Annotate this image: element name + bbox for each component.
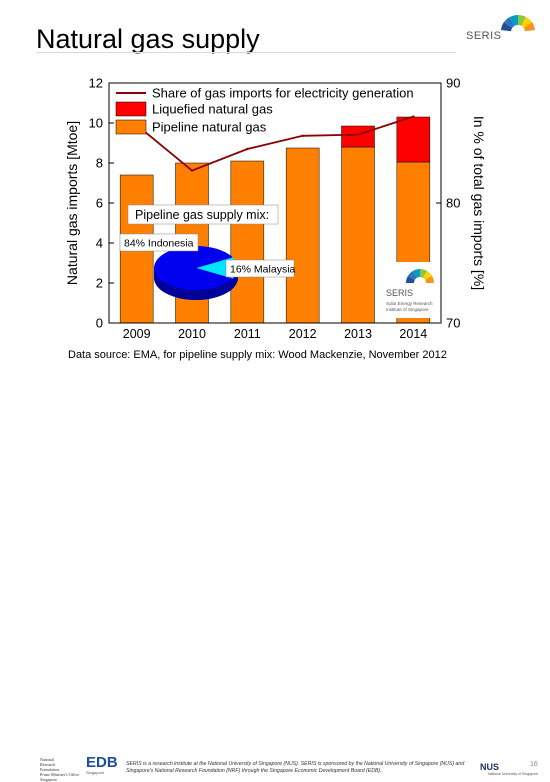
y-tick-label: 8 bbox=[96, 156, 103, 171]
legend-swatch-lng bbox=[115, 101, 147, 117]
seris-logo-text: SERIS bbox=[466, 30, 502, 42]
legend-swatch-pipeline bbox=[115, 119, 147, 135]
y-tick-label: 6 bbox=[96, 196, 103, 211]
data-source-note: Data source: EMA, for pipeline supply mi… bbox=[68, 349, 447, 361]
inset-logo-subtext-2: Institute of Singapore bbox=[386, 307, 429, 312]
y-tick-label: 12 bbox=[89, 76, 103, 91]
pie-title-box bbox=[127, 204, 279, 225]
bar-lng-2013 bbox=[341, 125, 375, 148]
nrf-logo: National Research Foundation Prime Minis… bbox=[40, 757, 80, 782]
x-tick-label: 2014 bbox=[399, 327, 427, 341]
footer: National Research Foundation Prime Minis… bbox=[0, 376, 550, 782]
y-tick-label: 2 bbox=[96, 276, 103, 291]
share-line bbox=[136, 115, 414, 172]
bar-pipeline-2012 bbox=[285, 147, 320, 324]
y2-axis-label: In % of total gas imports [%] bbox=[471, 116, 487, 290]
bar-pipeline-2011 bbox=[230, 160, 265, 324]
bar-pipeline-2013 bbox=[341, 146, 375, 324]
share-line-point-2011 bbox=[246, 147, 249, 151]
y2-tick-label: 90 bbox=[446, 76, 460, 91]
title-divider bbox=[36, 52, 456, 53]
gas-supply-chart: 0 2 4 6 8 10 12 70 80 90 2009 2010 2011 2012 2013 2014 N… bbox=[64, 76, 487, 342]
inset-logo-center-icon bbox=[414, 277, 426, 289]
legend-label-pipeline: Pipeline natural gas bbox=[152, 120, 267, 135]
pie-title: Pipeline gas supply mix: bbox=[135, 208, 269, 222]
page-title: Natural gas supply bbox=[36, 24, 260, 54]
legend-label-share: Share of gas imports for electricity gen… bbox=[152, 86, 414, 101]
pie-slice-indonesia bbox=[153, 245, 233, 290]
pie-label-box-malaysia bbox=[225, 259, 295, 278]
footer-disclaimer: SERIS is a research institute at the Nat… bbox=[126, 761, 465, 774]
nus-logo: NUS bbox=[480, 762, 500, 772]
edb-logo-subtext: Singapore bbox=[86, 770, 105, 775]
y-tick-label: 0 bbox=[96, 316, 103, 331]
seris-sun-logo-icon bbox=[501, 15, 535, 39]
pie-label-box-indonesia bbox=[119, 233, 199, 252]
nus-logo-subtext: National University of Singapore bbox=[488, 772, 538, 776]
x-tick-label: 2011 bbox=[234, 327, 261, 341]
page-number: 16 bbox=[530, 761, 538, 768]
x-tick-label: 2009 bbox=[123, 327, 151, 341]
inset-logo-text: SERIS bbox=[386, 288, 413, 298]
y-tick-label: 10 bbox=[89, 116, 103, 131]
pie-label-indonesia: 84% Indonesia bbox=[124, 238, 194, 250]
slide: Natural gas supply SERIS 0 2 4 6 8 10 12 70 80 90… bbox=[0, 15, 550, 782]
x-tick-label: 2012 bbox=[289, 327, 317, 341]
share-line-point-2014 bbox=[412, 115, 415, 118]
y2-tick-label: 80 bbox=[446, 196, 460, 211]
bar-lng-2014 bbox=[396, 116, 431, 163]
y-tick-label: 4 bbox=[96, 236, 103, 251]
inset-logo-box bbox=[380, 262, 438, 318]
x-tick-label: 2013 bbox=[344, 327, 372, 341]
legend-label-lng: Liquefied natural gas bbox=[152, 102, 273, 117]
share-line-point-2012 bbox=[301, 134, 304, 137]
edb-logo: EDB bbox=[86, 754, 118, 771]
x-tick-label: 2010 bbox=[178, 327, 206, 341]
share-line-point-2013 bbox=[356, 133, 360, 136]
inset-logo-subtext-1: Solar Energy Research bbox=[386, 301, 433, 306]
pie-label-malaysia: 16% Malaysia bbox=[230, 264, 296, 276]
y-axis-label: Natural gas imports [Mtoe] bbox=[64, 121, 80, 285]
share-line-point-2010 bbox=[190, 169, 194, 172]
y2-tick-label: 70 bbox=[446, 316, 460, 331]
